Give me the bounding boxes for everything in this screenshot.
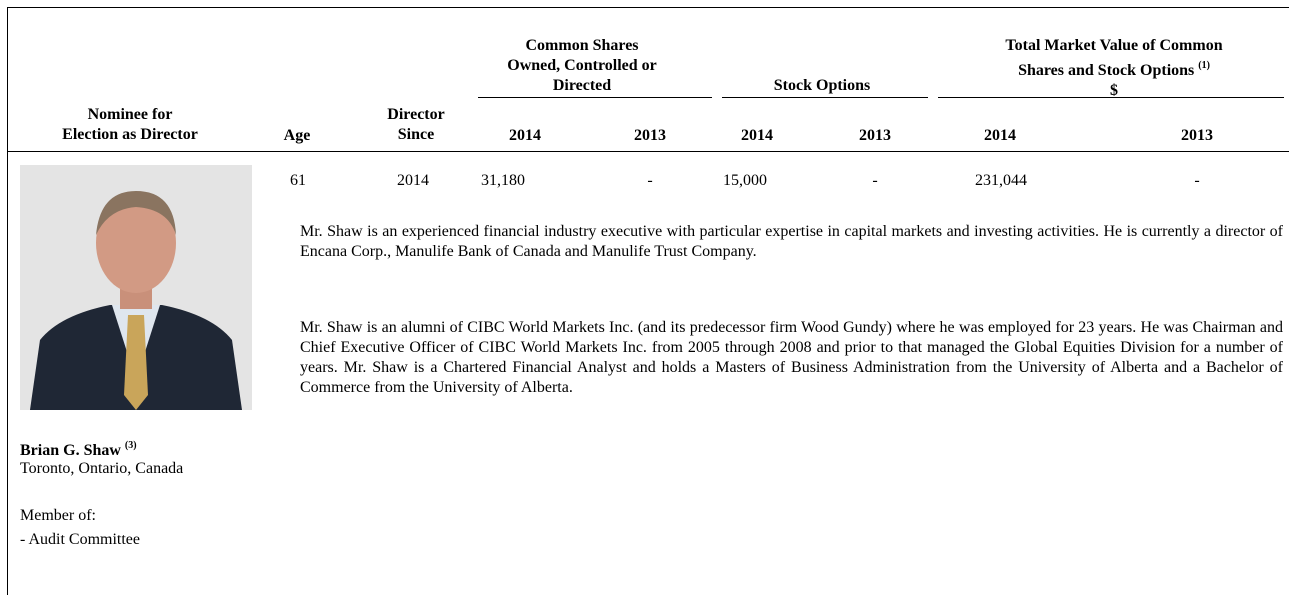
header-line: $ xyxy=(1005,81,1222,101)
header-director-since: Director Since xyxy=(387,105,444,145)
header-line: Election as Director xyxy=(62,125,198,145)
header-line: Directed xyxy=(507,76,656,96)
group-rule xyxy=(722,97,928,98)
year-header: 2014 xyxy=(984,126,1016,146)
year-header: 2014 xyxy=(509,126,541,146)
year-header: 2013 xyxy=(1181,126,1213,146)
footnote-ref: (1) xyxy=(1198,60,1210,71)
header-line: Total Market Value of Common xyxy=(1005,36,1222,56)
header-line: Shares and Stock Options (1) xyxy=(1005,56,1222,81)
committee: - Audit Committee xyxy=(20,530,140,550)
header-age: Age xyxy=(284,126,311,146)
value-cell: - xyxy=(872,171,877,191)
header-line: Common Shares xyxy=(507,36,656,56)
left-border xyxy=(7,7,8,595)
value-cell: 31,180 xyxy=(481,171,525,191)
nominee-name: Brian G. Shaw (3) xyxy=(20,436,137,461)
header-nominee: Nominee for Election as Director xyxy=(62,105,198,145)
nominee-location: Toronto, Ontario, Canada xyxy=(20,459,183,479)
header-line: Since xyxy=(387,125,444,145)
bio-paragraph: Mr. Shaw is an experienced financial ind… xyxy=(300,222,1283,262)
value-cell: - xyxy=(647,171,652,191)
header-rule xyxy=(7,151,1289,152)
value-cell: 231,044 xyxy=(975,171,1027,191)
header-line: Nominee for xyxy=(62,105,198,125)
group-rule xyxy=(478,97,712,98)
year-header: 2013 xyxy=(634,126,666,146)
year-header: 2013 xyxy=(859,126,891,146)
header-line: Owned, Controlled or xyxy=(507,56,656,76)
footnote-ref: (3) xyxy=(125,440,137,451)
name-text: Brian G. Shaw xyxy=(20,442,121,459)
bio-paragraph: Mr. Shaw is an alumni of CIBC World Mark… xyxy=(300,318,1283,398)
header-common-shares: Common Shares Owned, Controlled or Direc… xyxy=(507,36,656,96)
header-market-value: Total Market Value of Common Shares and … xyxy=(1005,36,1222,101)
year-header: 2014 xyxy=(741,126,773,146)
header-text: Shares and Stock Options xyxy=(1018,62,1194,79)
value-cell: 15,000 xyxy=(723,171,767,191)
header-line: Director xyxy=(387,105,444,125)
age-cell: 61 xyxy=(290,171,306,191)
header-stock-options: Stock Options xyxy=(774,76,870,96)
nominee-photo xyxy=(20,165,252,410)
director-since-cell: 2014 xyxy=(397,171,429,191)
value-cell: - xyxy=(1194,171,1199,191)
member-label: Member of: xyxy=(20,506,96,526)
page: Nominee for Election as Director Age Dir… xyxy=(0,0,1289,595)
top-border xyxy=(7,7,1289,8)
